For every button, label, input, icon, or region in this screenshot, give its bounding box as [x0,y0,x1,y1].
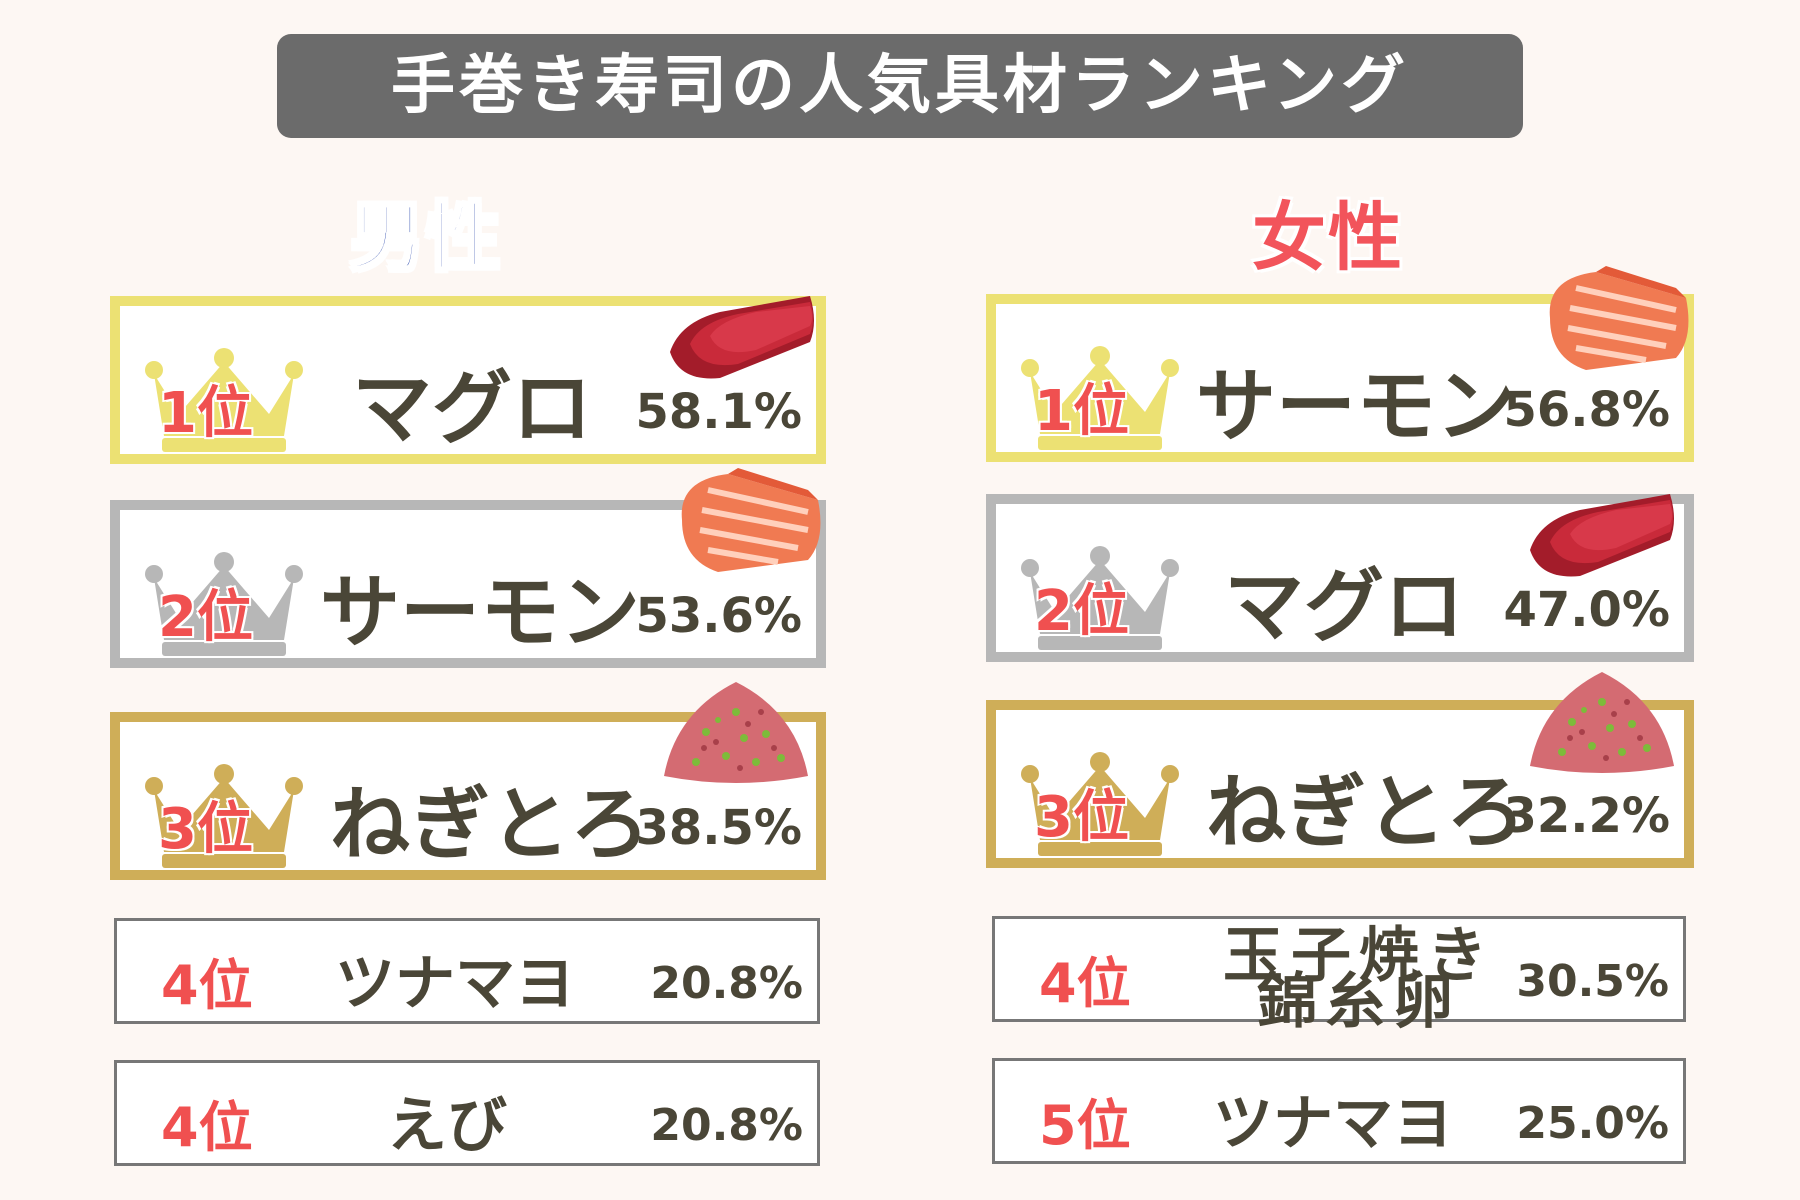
rank-label: 5位 [1039,1094,1131,1157]
male-rank-2-card: 2位 サーモン 53.6% [110,500,826,668]
female-rank-4-card: 4位 玉子焼き 錦糸卵 30.5% [992,916,1686,1037]
salmon-slices-icon [668,460,828,580]
female-heading: 女性 [1252,195,1404,281]
item-percent: 25.0% [1516,1098,1669,1149]
item-percent: 20.8% [650,958,803,1009]
item-percent: 30.5% [1516,956,1669,1007]
tuna-slices-icon [1520,480,1680,600]
rank-label: 4位 [161,954,253,1017]
page-title: 手巻き寿司の人気具材ランキング [277,34,1523,138]
tuna-slices-icon [660,282,820,402]
rank-label: 2位 [1034,579,1129,644]
male-heading: 男性 [349,194,502,283]
item-name: ねぎとろ [330,778,650,871]
rank-label: 3位 [1034,785,1129,850]
item-percent: 32.2% [1503,788,1670,844]
rank-label: 1位 [158,381,253,446]
item-percent: 56.8% [1503,382,1670,438]
item-name: ねぎとろ [1206,766,1526,859]
salmon-slices-icon [1536,258,1696,378]
rank-label: 3位 [158,797,253,862]
rank-label: 1位 [1034,379,1129,444]
rank-label: 4位 [1039,952,1131,1015]
item-name: サーモン [1196,360,1516,453]
male-rank-4a-card: 4位 ツナマヨ 20.8% [114,918,820,1024]
item-name: マグロ [352,362,592,455]
item-percent: 47.0% [1503,582,1670,638]
rank-label: 2位 [158,585,253,650]
item-name-line-2: 錦糸卵 [1257,967,1461,1037]
item-name: ツナマヨ [335,949,575,1019]
item-percent: 53.6% [635,588,802,644]
item-name: ツナマヨ [1213,1089,1453,1159]
female-rank-5-card: 5位 ツナマヨ 25.0% [992,1058,1686,1164]
male-rank-4b-card: 4位 えび 20.8% [114,1060,820,1166]
item-name: サーモン [320,566,640,659]
item-percent: 38.5% [635,800,802,856]
item-name: マグロ [1224,560,1464,653]
item-name: 玉子焼き 錦糸卵 [1223,921,1495,1037]
item-name: えび [387,1091,507,1161]
item-percent: 58.1% [635,384,802,440]
item-name-line-1: 玉子焼き [1223,921,1495,991]
item-percent: 20.8% [650,1100,803,1151]
negitoro-mound-icon [656,672,816,792]
rank-label: 4位 [161,1096,253,1159]
negitoro-mound-icon [1522,662,1682,782]
